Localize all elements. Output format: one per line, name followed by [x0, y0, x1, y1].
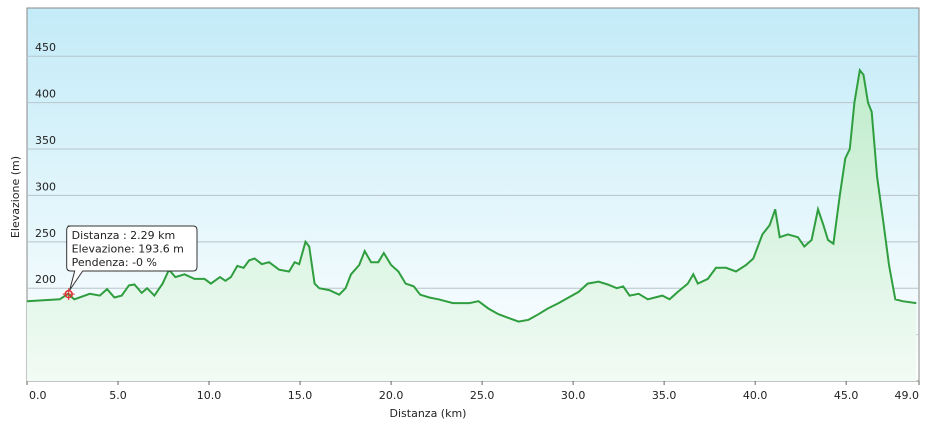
marker-cross	[62, 288, 75, 301]
x-tick-label: 10.0	[197, 389, 222, 402]
x-tick-label: 15.0	[288, 389, 313, 402]
area-fill	[27, 70, 917, 381]
tooltip-line: Distanza : 2.29 km	[72, 229, 176, 242]
y-tick-label: 450	[35, 41, 56, 54]
x-tick-label: 30.0	[561, 389, 586, 402]
x-axis-label: Distanza (km)	[390, 407, 467, 420]
y-tick-label: 200	[35, 273, 56, 286]
y-tick-label: 250	[35, 227, 56, 240]
x-tick-label: 40.0	[743, 389, 768, 402]
tooltip-line: Elevazione: 193.6 m	[72, 243, 184, 256]
elevation-line	[26, 67, 917, 323]
x-tick-label: 20.0	[379, 389, 404, 402]
x-tick-label: 49.0	[895, 389, 920, 402]
x-tick-label: 35.0	[652, 389, 677, 402]
x-tick-label: 0.0	[29, 389, 47, 402]
y-tick-label: 300	[35, 180, 56, 193]
y-tick-label: 400	[35, 88, 56, 101]
x-tick-label: 5.0	[109, 389, 127, 402]
y-tick-label: 350	[35, 134, 56, 147]
x-tick-label: 45.0	[834, 389, 859, 402]
y-axis-label: Elevazione (m)	[9, 156, 22, 238]
x-tick-label: 25.0	[470, 389, 495, 402]
tooltip-line: Pendenza: -0 %	[72, 256, 157, 269]
